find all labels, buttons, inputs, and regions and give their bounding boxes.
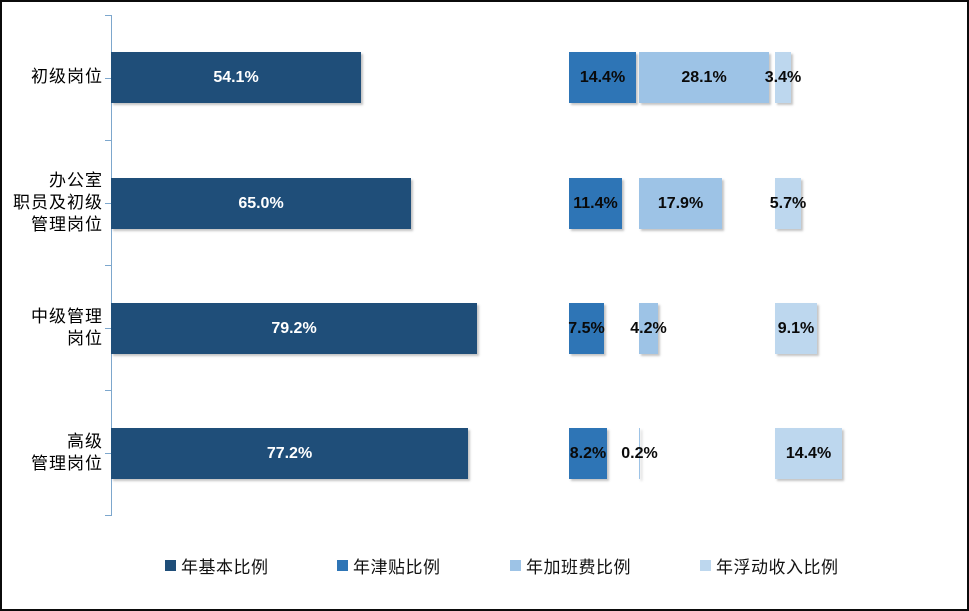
axis-tick bbox=[105, 390, 112, 391]
bar-value-label: 9.1% bbox=[777, 320, 815, 337]
bar-value-label: 54.1% bbox=[213, 69, 259, 86]
category-label: 初级岗位 bbox=[3, 66, 103, 88]
bar-segment bbox=[111, 178, 411, 229]
legend-item: 年浮动收入比例 bbox=[700, 557, 839, 577]
axis-tick bbox=[105, 515, 112, 516]
legend-item: 年基本比例 bbox=[165, 557, 269, 577]
bar-segment bbox=[569, 303, 604, 354]
category-label: 中级管理岗位 bbox=[3, 306, 103, 350]
bar-value-label: 8.2% bbox=[569, 445, 607, 462]
bar-segment bbox=[111, 428, 468, 479]
category-label-line: 岗位 bbox=[67, 329, 103, 348]
category-label-line: 初级岗位 bbox=[31, 67, 103, 86]
bar-value-label: 5.7% bbox=[769, 195, 807, 212]
bar-value-label: 65.0% bbox=[238, 195, 284, 212]
bar-value-label: 4.2% bbox=[630, 320, 667, 337]
category-label: 高级管理岗位 bbox=[3, 431, 103, 475]
bar-value-label: 28.1% bbox=[681, 69, 727, 86]
legend-swatch bbox=[165, 559, 176, 571]
bar-segment bbox=[569, 178, 622, 229]
bar-value-label: 11.4% bbox=[573, 195, 618, 212]
legend-swatch bbox=[700, 559, 711, 571]
category-label-line: 中级管理 bbox=[31, 307, 103, 326]
bar-segment bbox=[775, 178, 801, 229]
bar-value-label: 14.4% bbox=[785, 445, 832, 462]
legend-label: 年基本比例 bbox=[181, 557, 269, 577]
category-label-line: 职员及初级 bbox=[13, 193, 103, 212]
bar-value-label: 7.5% bbox=[568, 320, 605, 337]
legend-item: 年津贴比例 bbox=[337, 557, 441, 577]
legend-swatch bbox=[337, 559, 348, 571]
legend-item: 年加班费比例 bbox=[510, 557, 631, 577]
legend-swatch bbox=[510, 559, 521, 571]
axis-tick bbox=[105, 15, 112, 16]
axis-tick bbox=[105, 140, 112, 141]
bar-segment bbox=[111, 52, 361, 103]
category-label-line: 管理岗位 bbox=[31, 215, 103, 234]
legend-label: 年加班费比例 bbox=[526, 557, 631, 577]
axis-tick bbox=[105, 265, 112, 266]
legend-label: 年津贴比例 bbox=[353, 557, 441, 577]
category-label-line: 管理岗位 bbox=[31, 454, 103, 473]
bar-segment bbox=[569, 52, 636, 103]
bar-segment bbox=[639, 178, 722, 229]
bar-segment bbox=[639, 52, 769, 103]
bar-segment bbox=[111, 303, 477, 354]
axis-tick bbox=[105, 453, 112, 454]
bar-segment bbox=[639, 428, 640, 479]
bar-value-label: 79.2% bbox=[271, 320, 317, 337]
bar-segment bbox=[569, 428, 607, 479]
bar-value-label: 14.4% bbox=[579, 69, 626, 86]
axis-tick bbox=[105, 203, 112, 204]
bar-segment bbox=[775, 303, 817, 354]
bar-segment bbox=[775, 428, 842, 479]
axis-tick bbox=[105, 78, 112, 79]
bar-value-label: 77.2% bbox=[266, 445, 313, 462]
category-label: 办公室职员及初级管理岗位 bbox=[3, 170, 103, 236]
category-label-line: 高级 bbox=[67, 432, 103, 451]
legend-label: 年浮动收入比例 bbox=[716, 557, 839, 577]
bar-value-label: 17.9% bbox=[657, 195, 704, 212]
bar-segment bbox=[639, 303, 658, 354]
axis-tick bbox=[105, 328, 112, 329]
bar-value-label: 0.2% bbox=[621, 445, 658, 462]
bar-segment bbox=[775, 52, 791, 103]
category-label-line: 办公室 bbox=[49, 171, 103, 190]
bar-value-label: 3.4% bbox=[764, 69, 802, 86]
